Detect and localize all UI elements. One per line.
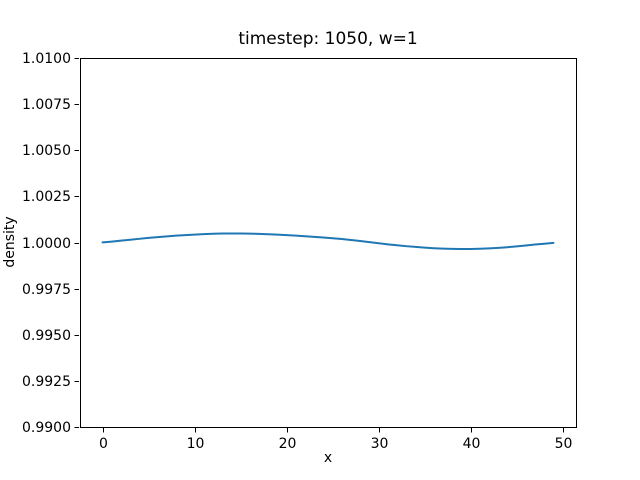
density-line-series <box>101 232 555 250</box>
y-tick-label: 1.0100 <box>22 51 71 67</box>
y-tick-label: 0.9925 <box>22 374 71 390</box>
x-tick-label: 30 <box>371 436 389 452</box>
x-tick-label: 50 <box>555 436 573 452</box>
x-tick-label: 40 <box>463 436 481 452</box>
y-tick-label: 0.9975 <box>22 282 71 298</box>
x-tick-label: 10 <box>187 436 205 452</box>
y-tick-label: 0.9950 <box>22 328 71 344</box>
y-tick-label: 1.0025 <box>22 189 71 205</box>
x-axis-label: x <box>323 450 333 466</box>
x-tick-label: 0 <box>99 436 108 452</box>
x-tick-label: 20 <box>279 436 297 452</box>
chart-title: timestep: 1050, w=1 <box>238 29 418 49</box>
y-tick-label: 1.0050 <box>22 143 71 159</box>
y-tick-label: 0.9900 <box>22 420 71 436</box>
axes-spines <box>80 58 577 428</box>
y-axis-label: density <box>2 216 18 268</box>
y-tick-label: 1.0075 <box>22 97 71 113</box>
y-tick-label: 1.0000 <box>22 236 71 252</box>
